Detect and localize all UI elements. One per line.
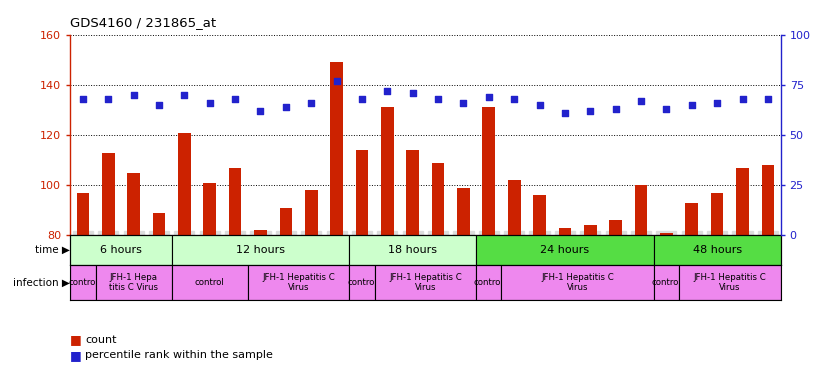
Bar — [127, 173, 140, 235]
Text: GDS4160 / 231865_at: GDS4160 / 231865_at — [70, 16, 216, 29]
Text: control: control — [474, 278, 504, 287]
Text: 24 hours: 24 hours — [540, 245, 590, 255]
Bar — [153, 213, 165, 235]
Text: time ▶: time ▶ — [35, 245, 69, 255]
Point — [102, 96, 115, 102]
Point — [634, 98, 648, 104]
Point — [507, 96, 520, 102]
Point — [254, 108, 267, 114]
Bar — [248, 265, 349, 300]
Text: control: control — [195, 278, 225, 287]
Bar — [349, 265, 375, 300]
Text: percentile rank within the sample: percentile rank within the sample — [85, 350, 273, 360]
Text: control: control — [652, 278, 681, 287]
Text: control: control — [347, 278, 377, 287]
Bar — [610, 220, 622, 235]
Text: infection ▶: infection ▶ — [13, 277, 69, 287]
Point — [152, 102, 165, 108]
Bar — [77, 193, 89, 235]
Bar — [279, 208, 292, 235]
Bar — [330, 62, 343, 235]
Bar — [679, 265, 781, 300]
Bar — [381, 108, 394, 235]
Text: 6 hours: 6 hours — [100, 245, 142, 255]
Bar — [558, 228, 572, 235]
Bar — [432, 163, 444, 235]
Point — [457, 100, 470, 106]
Bar — [482, 108, 495, 235]
Text: ■: ■ — [70, 349, 82, 362]
Point — [355, 96, 368, 102]
Bar — [762, 165, 774, 235]
Bar — [102, 152, 115, 235]
Bar — [356, 150, 368, 235]
Text: JFH-1 Hepa
titis C Virus: JFH-1 Hepa titis C Virus — [109, 273, 158, 292]
Point — [533, 102, 546, 108]
Point — [482, 94, 496, 100]
Text: 12 hours: 12 hours — [236, 245, 285, 255]
Bar — [660, 233, 672, 235]
Point — [76, 96, 89, 102]
Point — [584, 108, 597, 114]
Bar — [508, 180, 520, 235]
Bar — [406, 150, 419, 235]
Text: 48 hours: 48 hours — [692, 245, 742, 255]
Bar — [501, 265, 653, 300]
Bar — [476, 265, 501, 300]
Point — [203, 100, 216, 106]
Point — [609, 106, 622, 112]
Point — [127, 92, 140, 98]
Text: control: control — [68, 278, 97, 287]
Point — [710, 100, 724, 106]
Bar — [653, 235, 781, 265]
Bar — [686, 203, 698, 235]
Bar — [178, 132, 191, 235]
Bar — [584, 225, 596, 235]
Point — [685, 102, 698, 108]
Point — [762, 96, 775, 102]
Text: JFH-1 Hepatitis C
Virus: JFH-1 Hepatitis C Virus — [389, 273, 462, 292]
Point — [305, 100, 318, 106]
Text: count: count — [85, 335, 116, 345]
Point — [558, 110, 572, 116]
Bar — [254, 230, 267, 235]
Text: JFH-1 Hepatitis C
Virus: JFH-1 Hepatitis C Virus — [694, 273, 767, 292]
Bar — [711, 193, 724, 235]
Point — [406, 90, 420, 96]
Bar — [534, 195, 546, 235]
Point — [381, 88, 394, 94]
Bar — [172, 265, 248, 300]
Bar — [70, 235, 172, 265]
Bar — [305, 190, 317, 235]
Point — [660, 106, 673, 112]
Text: JFH-1 Hepatitis C
Virus: JFH-1 Hepatitis C Virus — [541, 273, 614, 292]
Point — [330, 78, 343, 84]
Bar — [203, 183, 216, 235]
Bar — [70, 265, 96, 300]
Bar — [229, 168, 241, 235]
Bar — [96, 265, 172, 300]
Point — [229, 96, 242, 102]
Bar — [736, 168, 749, 235]
Bar — [653, 265, 679, 300]
Bar — [476, 235, 653, 265]
Point — [431, 96, 444, 102]
Bar — [172, 235, 349, 265]
Text: ■: ■ — [70, 333, 82, 346]
Text: JFH-1 Hepatitis C
Virus: JFH-1 Hepatitis C Virus — [262, 273, 335, 292]
Text: 18 hours: 18 hours — [388, 245, 437, 255]
Point — [178, 92, 191, 98]
Bar — [457, 188, 470, 235]
Point — [736, 96, 749, 102]
Point — [279, 104, 292, 110]
Bar — [349, 235, 476, 265]
Bar — [375, 265, 476, 300]
Bar — [634, 185, 648, 235]
